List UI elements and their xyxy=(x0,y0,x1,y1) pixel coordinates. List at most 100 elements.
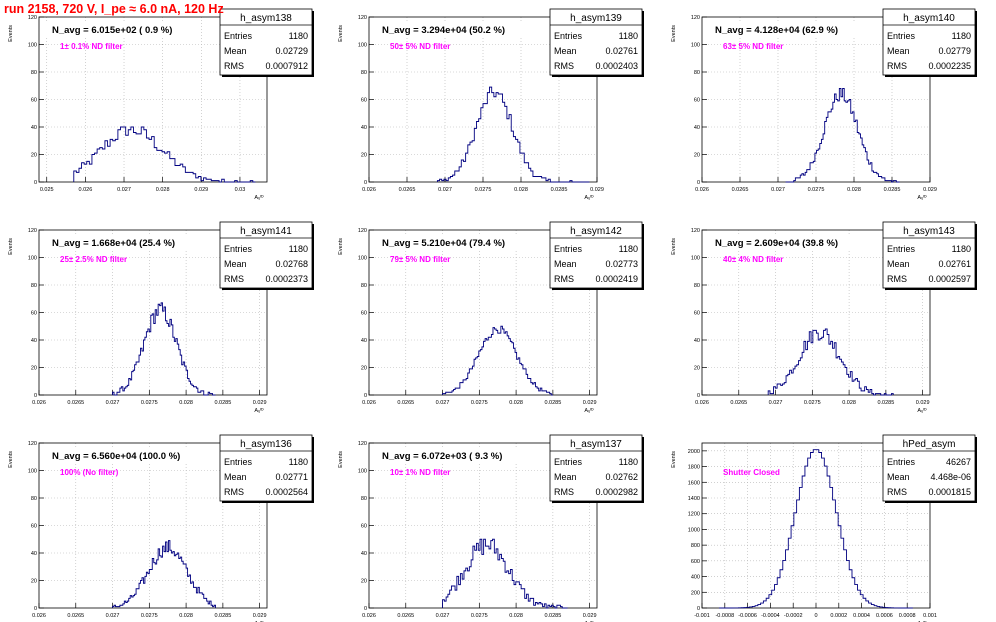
x-axis-title: Aᵤᴵᴰ xyxy=(917,194,927,201)
y-tick-label: 20 xyxy=(361,153,367,159)
filter-annotation: 10± 1% ND filter xyxy=(390,468,450,477)
histogram-name: h_asym141 xyxy=(240,226,292,237)
x-tick-label: 0.028 xyxy=(179,613,193,619)
title-box xyxy=(704,21,862,36)
x-tick-label: 0.0265 xyxy=(399,187,416,193)
y-tick-label: 100 xyxy=(358,469,367,475)
x-tick-label: 0.027 xyxy=(436,613,450,619)
x-tick-label: 0.027 xyxy=(771,187,785,193)
stats-label: Entries xyxy=(224,31,253,41)
y-tick-label: 60 xyxy=(361,311,367,317)
y-tick-label: 0 xyxy=(364,393,367,399)
histogram-title: N_avg = 6.560e+04 (100.0 %) xyxy=(52,451,180,462)
x-tick-label: 0.0275 xyxy=(475,187,492,193)
histogram-line xyxy=(442,538,568,609)
stats-value: 1180 xyxy=(619,244,638,254)
stats-label: Mean xyxy=(554,259,577,269)
y-tick-label: 20 xyxy=(361,366,367,372)
x-tick-label: 0.0265 xyxy=(397,613,414,619)
run-title: run 2158, 720 V, I_pe ≈ 6.0 nA, 120 Hz xyxy=(4,2,224,16)
y-tick-label: 120 xyxy=(358,441,367,447)
x-tick-label: 0.029 xyxy=(583,400,597,406)
stats-label: RMS xyxy=(554,274,574,284)
x-tick-label: 0.026 xyxy=(362,400,376,406)
histogram-line xyxy=(442,325,553,396)
y-tick-label: 400 xyxy=(691,575,700,581)
stats-label: Entries xyxy=(554,244,583,254)
x-tick-label: 0.001 xyxy=(923,613,937,619)
histogram-panel-h_asym138: 0.025 0.026 0.027 0.028 0.029 0.03 0 20 40 60 80 10… xyxy=(8,8,314,201)
x-tick-label: 0.026 xyxy=(695,400,709,406)
histogram-name: h_asym142 xyxy=(570,226,622,237)
stats-value: 0.0002373 xyxy=(265,274,308,284)
y-tick-label: 1200 xyxy=(688,512,700,518)
title-box xyxy=(41,447,199,462)
stats-box xyxy=(549,8,643,76)
y-tick-label: 80 xyxy=(31,283,37,289)
filter-annotation: 1± 0.1% ND filter xyxy=(60,42,123,51)
histogram-title: N_avg = 6.072e+03 ( 9.3 %) xyxy=(382,451,502,462)
x-tick-label: 0.0275 xyxy=(804,400,821,406)
stats-value: 0.0002564 xyxy=(265,487,308,497)
y-tick-label: 100 xyxy=(28,469,37,475)
x-tick-label: 0.028 xyxy=(842,400,856,406)
stats-label: RMS xyxy=(887,274,907,284)
histogram-line xyxy=(436,86,590,183)
y-tick-label: 1800 xyxy=(688,465,700,471)
y-axis-title: Events xyxy=(671,238,677,255)
stats-label: Mean xyxy=(224,46,247,56)
histogram-panel-h_asym136: 0.026 0.0265 0.027 0.0275 0.028 0.0285 0.029 0 2… xyxy=(8,434,314,622)
stats-label: Mean xyxy=(887,259,910,269)
y-tick-label: 40 xyxy=(31,551,37,557)
histogram-name: hPed_asym xyxy=(903,439,956,450)
x-tick-label: 0.028 xyxy=(514,187,528,193)
stats-label: Entries xyxy=(224,244,253,254)
stats-label: Mean xyxy=(224,472,247,482)
x-tick-label: 0.026 xyxy=(362,187,376,193)
x-tick-label: 0.028 xyxy=(509,613,523,619)
x-tick-label: -0.0006 xyxy=(738,613,757,619)
stats-label: RMS xyxy=(224,487,244,497)
histogram-panel-h_asym140: 0.026 0.0265 0.027 0.0275 0.028 0.0285 0.029 0 2… xyxy=(671,8,977,201)
y-tick-label: 0 xyxy=(697,606,700,612)
y-tick-label: 20 xyxy=(694,366,700,372)
stats-value: 0.02768 xyxy=(275,259,308,269)
y-tick-label: 60 xyxy=(694,311,700,317)
x-axis-title: Aᵤᴵᴰ xyxy=(254,620,264,622)
histogram-panel-h_asym141: 0.026 0.0265 0.027 0.0275 0.028 0.0285 0.029 0 2… xyxy=(8,221,314,414)
x-tick-label: 0.027 xyxy=(117,187,131,193)
y-tick-label: 60 xyxy=(31,98,37,104)
y-tick-label: 40 xyxy=(31,125,37,131)
y-tick-label: 60 xyxy=(361,98,367,104)
x-tick-label: -0.001 xyxy=(694,613,710,619)
histogram-name: h_asym137 xyxy=(570,439,622,450)
stats-label: Entries xyxy=(224,457,253,467)
title-box xyxy=(41,234,199,249)
x-tick-label: 0.028 xyxy=(179,400,193,406)
y-tick-label: 0 xyxy=(34,606,37,612)
title-box xyxy=(371,447,529,462)
stats-value: 0.02762 xyxy=(605,472,638,482)
y-tick-label: 0 xyxy=(34,180,37,186)
x-tick-label: 0.0285 xyxy=(544,613,561,619)
histogram-line xyxy=(73,126,256,183)
stats-value: 1180 xyxy=(619,31,638,41)
filter-annotation: 63± 5% ND filter xyxy=(723,42,783,51)
x-tick-label: 0.026 xyxy=(32,400,46,406)
x-tick-label: 0.0006 xyxy=(876,613,893,619)
y-tick-label: 120 xyxy=(358,15,367,21)
stats-label: Entries xyxy=(554,31,583,41)
y-tick-label: 200 xyxy=(691,590,700,596)
stats-value: 0.02761 xyxy=(605,46,638,56)
histogram-line xyxy=(112,302,216,396)
histogram-title: N_avg = 5.210e+04 (79.4 %) xyxy=(382,238,505,249)
histogram-line xyxy=(767,328,894,396)
x-tick-label: 0.028 xyxy=(509,400,523,406)
x-tick-label: 0.027 xyxy=(106,400,120,406)
x-axis-title: Aᵤᴵᴰ xyxy=(584,194,594,201)
y-axis-title: Events xyxy=(338,238,344,255)
y-tick-label: 40 xyxy=(361,551,367,557)
y-axis-title: Events xyxy=(671,25,677,42)
y-tick-label: 80 xyxy=(694,70,700,76)
histogram-name: h_asym139 xyxy=(570,13,622,24)
